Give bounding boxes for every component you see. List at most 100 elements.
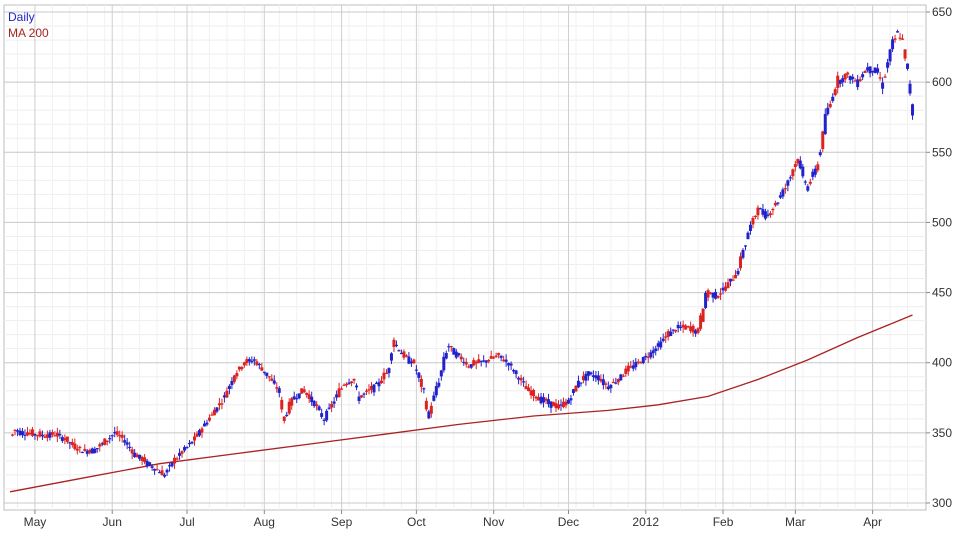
candle-body: [222, 395, 226, 398]
candle-body: [853, 80, 857, 82]
x-tick-label: Feb: [713, 515, 734, 529]
candle-body: [404, 355, 408, 357]
candle-body: [115, 431, 119, 435]
candle-body: [576, 380, 580, 388]
candle-body: [342, 384, 346, 386]
candle-body: [681, 324, 685, 328]
candle-body: [636, 361, 640, 363]
candle-body: [649, 352, 653, 358]
candle-body: [644, 355, 648, 358]
candle-body: [891, 39, 895, 50]
candle-body: [55, 432, 59, 437]
candle-body: [20, 431, 24, 436]
candle-body: [699, 315, 703, 329]
candle-body: [429, 405, 433, 414]
candle-body: [414, 369, 418, 371]
candle-body: [542, 397, 546, 403]
candle-body: [197, 430, 201, 436]
y-tick-label: 650: [932, 5, 952, 19]
candle-body: [267, 376, 271, 378]
candle-body: [833, 89, 837, 96]
candle-body: [487, 360, 491, 362]
candle-body: [73, 443, 77, 449]
candle-body: [706, 290, 710, 298]
candle-body: [846, 72, 850, 75]
candle-body: [676, 324, 680, 329]
candle-body: [569, 398, 573, 401]
candle-body: [290, 398, 294, 406]
candle-body: [297, 393, 301, 399]
candle-body: [911, 104, 915, 116]
candle-body: [479, 360, 483, 363]
candle-body: [656, 343, 660, 347]
candle-body: [113, 431, 117, 434]
y-tick-label: 600: [932, 75, 952, 89]
candle-body: [519, 377, 523, 381]
plot-background: [3, 4, 927, 511]
candle-body: [664, 336, 668, 338]
candle-body: [861, 74, 865, 78]
candle-body: [317, 406, 321, 411]
candle-body: [160, 470, 164, 476]
candle-body: [118, 434, 122, 437]
candle-body: [753, 215, 757, 218]
candle-body: [170, 462, 174, 467]
candle-body: [312, 400, 316, 407]
candle-body: [68, 442, 72, 444]
candle-body: [893, 38, 897, 40]
candle-body: [641, 357, 645, 364]
candle-body: [743, 245, 747, 247]
candle-body: [547, 399, 551, 405]
candle-body: [851, 76, 855, 80]
candle-body: [748, 224, 752, 231]
candle-body: [13, 429, 17, 432]
candle-body: [38, 431, 42, 437]
candle-body: [888, 49, 892, 62]
candle-body: [424, 400, 428, 410]
candle-body: [883, 76, 887, 78]
candle-body: [205, 422, 209, 425]
candle-body: [579, 382, 583, 384]
candle-body: [407, 356, 411, 364]
candle-body: [474, 361, 478, 364]
candle-body: [507, 363, 511, 366]
candle-body: [763, 211, 767, 219]
candle-body: [340, 388, 344, 390]
candle-body: [332, 401, 336, 404]
candle-body: [215, 407, 219, 412]
candle-body: [886, 62, 890, 68]
candle-body: [168, 465, 172, 467]
candle-body: [659, 341, 663, 348]
candle-body: [793, 164, 797, 167]
candle-body: [337, 388, 341, 398]
y-tick-label: 500: [932, 215, 952, 229]
candle-body: [836, 75, 840, 88]
candle-body: [798, 160, 802, 169]
candle-body: [686, 326, 690, 328]
candle-body: [564, 401, 568, 406]
candle-body: [357, 396, 361, 401]
candle-body: [10, 434, 14, 436]
candle-body: [195, 433, 199, 437]
candle-body: [517, 377, 521, 380]
legend: Daily MA 200: [8, 10, 49, 40]
candle-body: [704, 292, 708, 308]
candle-body: [838, 80, 842, 84]
candle-body: [561, 401, 565, 408]
candle-body: [15, 430, 19, 432]
candle-body: [370, 386, 374, 390]
candle-body: [549, 401, 553, 408]
candle-body: [235, 373, 239, 377]
candle-body: [60, 437, 64, 441]
candle-body: [394, 344, 398, 346]
candle-body: [734, 275, 738, 279]
x-tick-label: 2012: [632, 515, 659, 529]
candle-body: [427, 411, 431, 419]
candle-body: [594, 375, 598, 379]
candle-body: [419, 378, 423, 387]
candle-body: [180, 451, 184, 454]
candle-body: [212, 409, 216, 416]
candle-body: [352, 378, 356, 381]
candle-body: [93, 448, 97, 453]
